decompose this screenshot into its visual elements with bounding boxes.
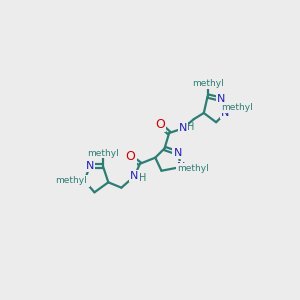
Text: methyl: methyl [56, 176, 87, 185]
Text: H: H [139, 173, 146, 183]
Text: N: N [177, 162, 186, 172]
Text: N: N [221, 108, 230, 118]
Text: N: N [130, 171, 139, 181]
Text: N: N [80, 176, 88, 186]
Text: methyl: methyl [177, 164, 209, 173]
Text: N: N [179, 123, 187, 134]
Text: methyl: methyl [87, 148, 119, 158]
Text: methyl: methyl [221, 103, 253, 112]
Text: methyl: methyl [192, 79, 224, 88]
Text: N: N [86, 161, 94, 171]
Text: H: H [187, 122, 194, 132]
Text: N: N [173, 148, 182, 158]
Text: O: O [126, 150, 136, 164]
Text: O: O [155, 118, 165, 131]
Text: N: N [217, 94, 225, 104]
